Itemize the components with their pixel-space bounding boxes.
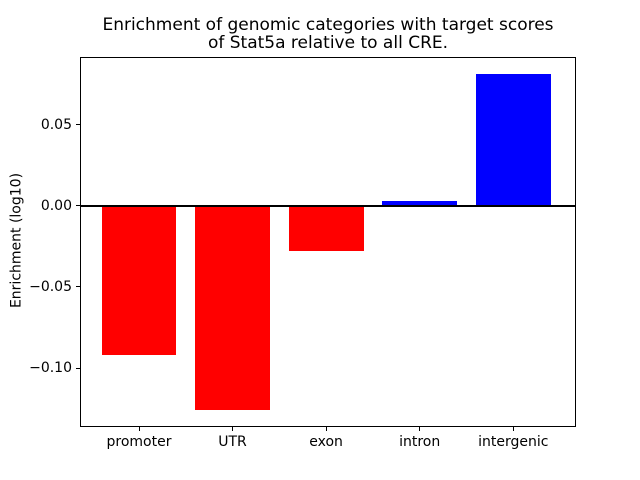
y-tick-label: −0.10 <box>29 360 72 376</box>
x-tick-label-intron: intron <box>399 434 441 450</box>
y-tick-mark <box>76 367 80 369</box>
x-tick-mark <box>138 427 140 431</box>
x-tick-mark <box>232 427 233 431</box>
y-tick-label: 0.05 <box>40 116 72 133</box>
x-tick-label-intergenic: intergenic <box>478 434 549 450</box>
bar-promoter <box>101 205 177 355</box>
chart-title: Enrichment of genomic categories with ta… <box>102 15 554 53</box>
x-tick-label-exon: exon <box>309 434 343 450</box>
x-tick-mark <box>419 427 421 431</box>
y-tick-mark <box>76 205 80 207</box>
bar-intergenic <box>475 74 551 206</box>
zero-axhline <box>80 204 576 207</box>
x-tick-mark <box>512 427 514 431</box>
bar-intron <box>382 200 458 206</box>
x-tick-mark <box>325 427 327 431</box>
bar-UTR <box>195 205 270 411</box>
x-tick-label-UTR: UTR <box>218 434 247 450</box>
y-axis-label: Enrichment (log10) <box>8 172 25 309</box>
y-tick-label: −0.05 <box>29 278 72 295</box>
bar-exon <box>288 205 364 252</box>
y-tick-mark <box>76 124 80 126</box>
y-tick-label: 0.00 <box>40 197 72 214</box>
y-tick-mark <box>76 286 80 288</box>
x-tick-label-promoter: promoter <box>106 434 172 450</box>
